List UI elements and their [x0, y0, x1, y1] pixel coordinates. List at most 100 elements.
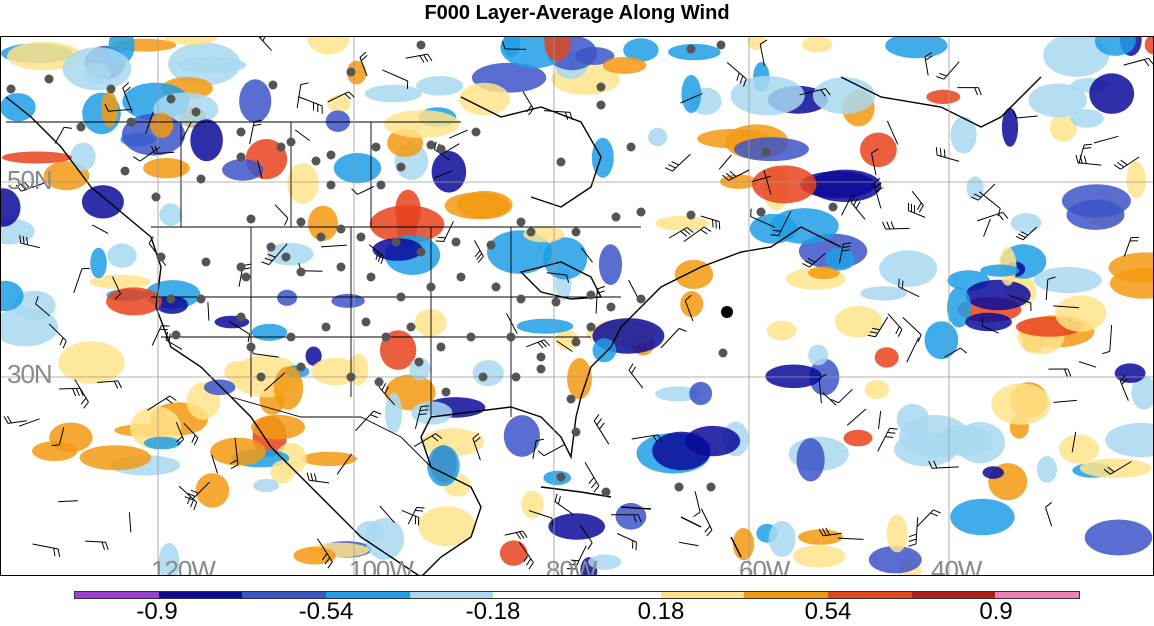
- field-blob: [1067, 200, 1125, 230]
- lon-label-60w: 60W: [739, 555, 789, 576]
- along-wind-map: [1, 37, 1154, 576]
- station-marker: [597, 83, 606, 92]
- wind-barb: [295, 130, 310, 141]
- field-blob: [293, 547, 336, 565]
- wind-barb: [406, 54, 432, 62]
- wind-barb: [208, 302, 209, 321]
- wind-barb: [19, 419, 40, 426]
- station-marker: [327, 181, 336, 190]
- field-blob: [190, 119, 223, 161]
- station-marker: [317, 233, 326, 242]
- station-marker: [507, 333, 516, 342]
- lon-label-120w: 120W: [151, 555, 215, 576]
- field-blob: [1037, 456, 1057, 483]
- field-blob: [150, 113, 173, 138]
- station-marker: [357, 233, 366, 242]
- station-marker: [607, 303, 616, 312]
- field-blob: [991, 383, 1050, 424]
- station-marker: [442, 388, 451, 397]
- station-marker: [627, 143, 636, 152]
- wind-barb: [75, 380, 89, 409]
- field-blob: [517, 319, 574, 334]
- plot-title: F000 Layer-Average Along Wind: [0, 0, 1154, 30]
- station-marker: [512, 373, 521, 382]
- wind-barb: [55, 127, 72, 143]
- field-blob: [427, 445, 459, 486]
- field-blob: [277, 290, 297, 306]
- station-marker: [297, 218, 306, 227]
- station-marker: [202, 258, 211, 267]
- station-marker: [237, 263, 246, 272]
- wind-barb: [917, 510, 941, 527]
- station-marker: [687, 45, 696, 54]
- field-blob: [797, 438, 825, 481]
- along-wind-field: [1, 37, 1154, 576]
- station-marker: [472, 128, 481, 137]
- field-blob: [159, 203, 182, 226]
- station-marker: [267, 243, 276, 252]
- wind-barb: [275, 205, 288, 226]
- station-marker: [397, 293, 406, 302]
- field-blob: [680, 291, 703, 317]
- station-marker: [277, 143, 286, 152]
- station-marker: [287, 138, 296, 147]
- field-blob: [107, 243, 136, 267]
- wind-barb: [92, 225, 108, 234]
- field-blob: [808, 345, 828, 366]
- field-blob: [90, 248, 107, 279]
- station-marker: [367, 273, 376, 282]
- station-marker: [717, 41, 726, 50]
- field-blob: [548, 513, 605, 540]
- field-blob: [967, 176, 984, 199]
- highlighted-station-marker: [721, 306, 733, 318]
- wind-barb: [1049, 369, 1071, 376]
- field-blob: [331, 294, 365, 308]
- station-marker: [377, 181, 386, 190]
- field-blob: [82, 185, 124, 218]
- wind-barb: [617, 534, 636, 551]
- wind-barb: [1102, 325, 1111, 354]
- lat-label-30n: 30N: [7, 359, 52, 390]
- station-marker: [517, 295, 526, 304]
- map-panel: 50N 30N 120W 100W 80W 60W 40W: [0, 36, 1154, 576]
- station-marker: [687, 211, 696, 220]
- wind-barb: [298, 97, 322, 114]
- field-blob: [648, 128, 667, 146]
- field-blob: [983, 466, 1004, 479]
- station-marker: [347, 68, 356, 77]
- field-blob: [252, 324, 288, 341]
- wind-barb: [544, 111, 572, 120]
- field-blob: [251, 415, 305, 440]
- station-marker: [675, 483, 684, 492]
- lon-label-80w: 80W: [546, 555, 596, 576]
- field-blob: [32, 441, 78, 461]
- field-blob: [328, 95, 351, 113]
- wind-barb: [585, 462, 599, 492]
- lon-label-40w: 40W: [931, 555, 981, 576]
- field-blob: [63, 47, 132, 90]
- wind-barb: [1124, 58, 1154, 66]
- field-blob: [865, 380, 889, 399]
- field-blob: [1085, 520, 1153, 556]
- station-marker: [707, 483, 716, 492]
- wind-barb: [882, 222, 909, 230]
- field-blob: [287, 163, 319, 204]
- station-marker: [552, 298, 561, 307]
- wind-barb: [74, 268, 90, 293]
- station-marker: [829, 203, 838, 212]
- station-marker: [257, 373, 266, 382]
- field-blob: [1080, 459, 1152, 478]
- station-marker: [587, 323, 596, 332]
- field-blob: [887, 515, 908, 553]
- wind-barb: [661, 329, 687, 349]
- field-blob: [599, 244, 622, 285]
- station-marker: [467, 333, 476, 342]
- wind-barb: [847, 409, 866, 425]
- field-blob: [767, 321, 797, 341]
- field-blob: [500, 540, 527, 565]
- field-blob: [1126, 161, 1145, 198]
- station-marker: [382, 333, 391, 342]
- field-blob: [899, 415, 970, 458]
- wind-barb: [694, 491, 701, 516]
- wind-barb: [957, 88, 981, 96]
